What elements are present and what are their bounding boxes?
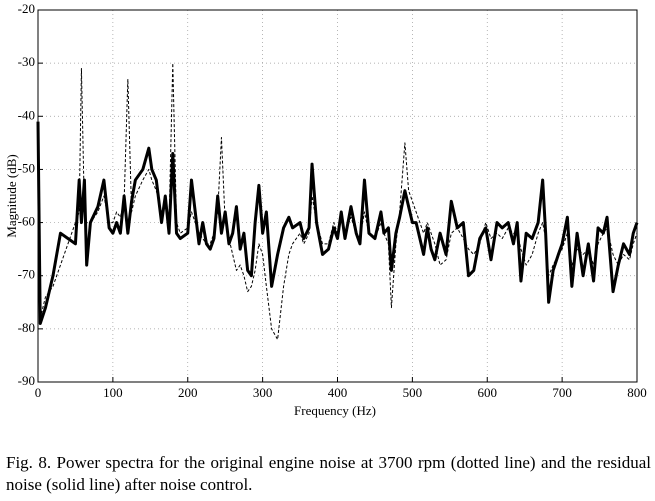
x-axis-label: Frequency (Hz) [294, 403, 376, 418]
x-tick-label: 200 [178, 385, 198, 400]
x-tick-label: 600 [478, 385, 498, 400]
series-line [37, 62, 638, 340]
figure-caption: Fig. 8. Power spectra for the original e… [6, 453, 651, 494]
x-tick-label: 800 [627, 385, 647, 400]
x-tick-label: 500 [403, 385, 423, 400]
x-tick-label: 700 [552, 385, 572, 400]
y-tick-label: -60 [18, 214, 35, 229]
y-tick-label: -40 [18, 107, 35, 122]
chart: Frequency (Hz) Magnitude (dB) -90 -80 -70 -… [4, 1, 647, 418]
y-tick-label: -80 [18, 320, 35, 335]
y-axis-label: Magnitude (dB) [4, 154, 19, 237]
x-tick-label: 0 [35, 385, 42, 400]
x-tick-label: 300 [253, 385, 273, 400]
x-tick-label: 100 [103, 385, 123, 400]
series-line [36, 121, 639, 326]
x-tick-label: 400 [328, 385, 348, 400]
y-tick-label: -30 [18, 54, 35, 69]
y-tick-label: -70 [18, 267, 35, 282]
y-tick-label: -20 [18, 1, 35, 16]
y-tick-label: -50 [18, 160, 35, 175]
y-tick-label: -90 [18, 373, 35, 388]
